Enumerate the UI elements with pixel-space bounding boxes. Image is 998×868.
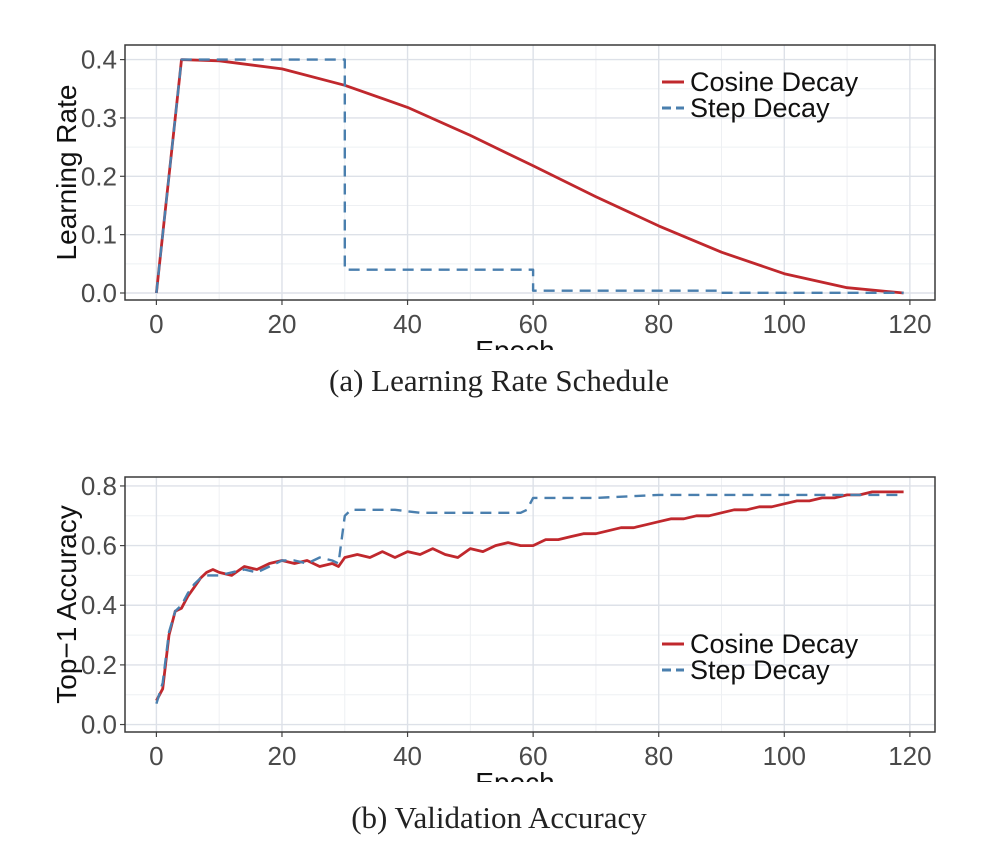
series-group <box>155 490 904 705</box>
y-tick-label: 0.0 <box>81 278 117 308</box>
x-tick-label: 40 <box>393 741 422 771</box>
validation-accuracy-chart: 0 20 40 60 80 100 120 0.0 0.2 0.4 0.6 0.8 Epoch Top−1… <box>0 462 998 798</box>
series-line-step-decay <box>155 58 904 294</box>
legend-label: Cosine Decay <box>690 629 859 659</box>
plot-border <box>124 44 936 301</box>
grid <box>125 45 935 300</box>
chart-svg: 0 20 40 60 80 100 120 0.0 0.2 0.4 0.6 0.8 Epoch Top−1… <box>51 471 936 798</box>
series-line-cosine-decay <box>155 490 904 702</box>
x-tick-label: 100 <box>763 741 806 771</box>
x-tick-label: 80 <box>644 309 673 339</box>
x-tick-label: 80 <box>644 741 673 771</box>
y-tick-label: 0.6 <box>81 531 117 561</box>
caption-validation-accuracy: (b) Validation Accuracy <box>351 800 647 835</box>
x-tick-label: 20 <box>268 741 297 771</box>
x-axis-label: Epoch <box>475 767 554 782</box>
chart-svg: 0 20 40 60 80 100 120 0.0 0.1 0.2 0.3 0.4 Epoch Learn… <box>51 44 936 366</box>
legend-label: Step Decay <box>690 655 830 685</box>
y-tick-label: 0.2 <box>81 650 117 680</box>
y-tick-label: 0.4 <box>81 45 117 75</box>
x-tick-label: 0 <box>149 309 163 339</box>
y-tick-label: 0.1 <box>81 220 117 250</box>
series-group <box>155 58 904 295</box>
x-tick-label: 60 <box>519 741 548 771</box>
x-tick-label: 40 <box>393 309 422 339</box>
series-line-step-decay <box>155 493 904 705</box>
learning-rate-chart: 0 20 40 60 80 100 120 0.0 0.1 0.2 0.3 0.4 Epoch Learn… <box>0 30 998 366</box>
y-axis-label: Top−1 Accuracy <box>51 505 82 703</box>
y-tick-label: 0.8 <box>81 471 117 501</box>
x-tick-label: 0 <box>149 741 163 771</box>
x-axis-label: Epoch <box>475 335 554 350</box>
x-tick-label: 120 <box>888 309 931 339</box>
axes: 0 20 40 60 80 100 120 0.0 0.2 0.4 0.6 0.8 <box>81 471 932 771</box>
legend-label: Cosine Decay <box>690 67 859 97</box>
axes: 0 20 40 60 80 100 120 0.0 0.1 0.2 0.3 0.4 <box>81 45 932 339</box>
x-tick-label: 120 <box>888 741 931 771</box>
caption-learning-rate: (a) Learning Rate Schedule <box>329 363 669 398</box>
plot-border <box>124 476 936 733</box>
y-tick-label: 0.0 <box>81 710 117 740</box>
x-tick-label: 100 <box>763 309 806 339</box>
x-tick-label: 20 <box>268 309 297 339</box>
y-tick-label: 0.3 <box>81 103 117 133</box>
series-line-cosine-decay <box>155 58 904 295</box>
y-axis-label: Learning Rate <box>51 85 82 261</box>
grid <box>125 477 935 732</box>
x-tick-label: 60 <box>519 309 548 339</box>
y-tick-label: 0.4 <box>81 590 117 620</box>
legend-label: Step Decay <box>690 93 830 123</box>
y-tick-label: 0.2 <box>81 161 117 191</box>
